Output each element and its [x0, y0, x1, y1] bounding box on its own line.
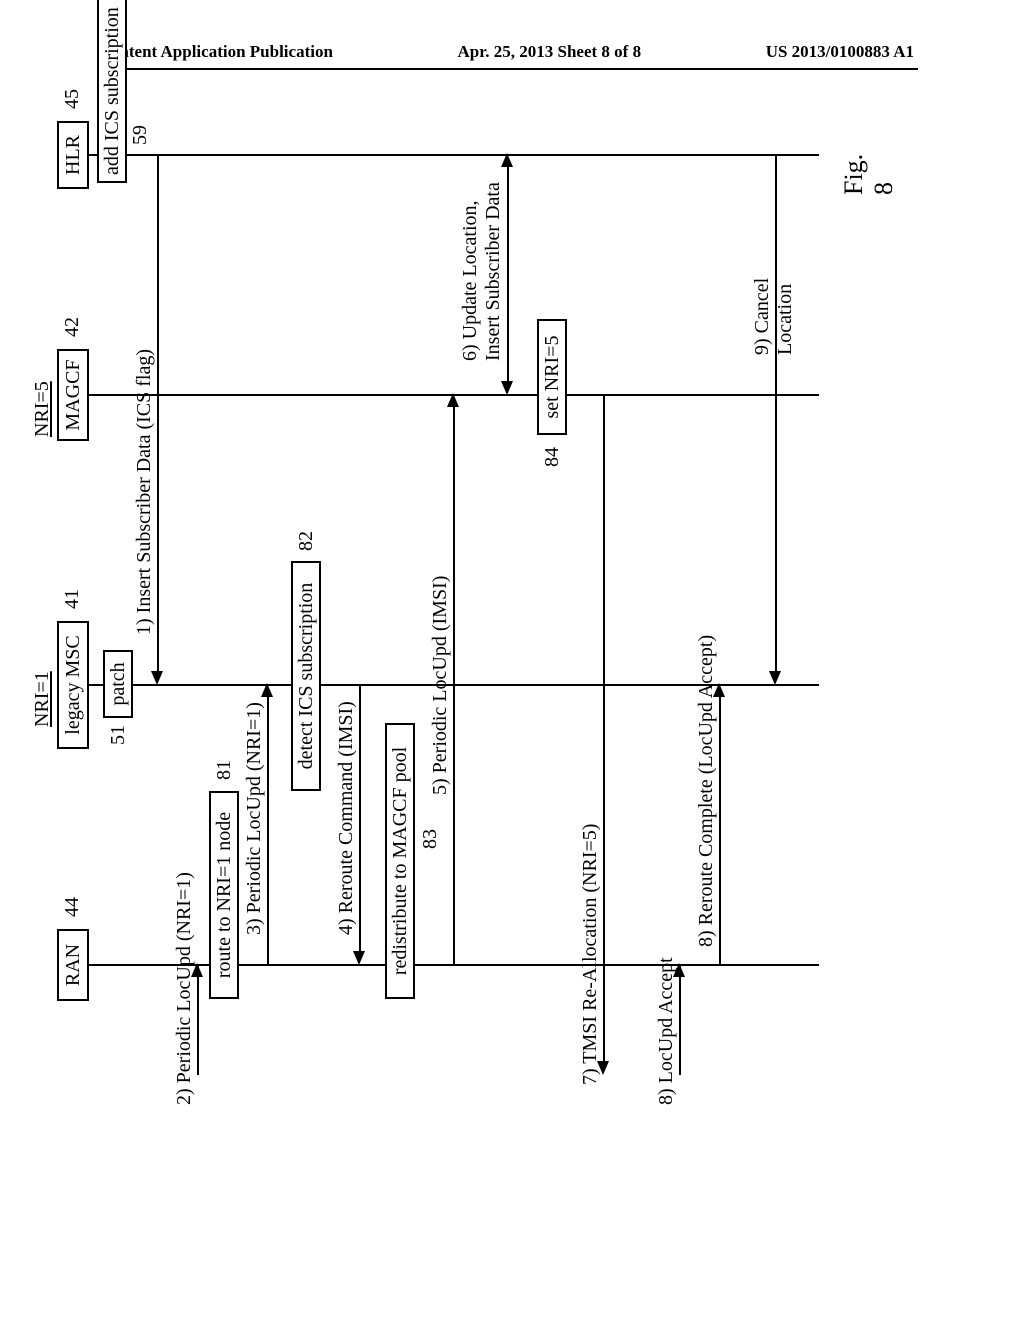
ref-route-nri1: 81 [213, 760, 236, 780]
note-redistribute: redistribute to MAGCF pool [385, 723, 415, 999]
ref-ran: 44 [61, 897, 84, 917]
arrow-m1 [157, 155, 159, 675]
label-m8b: 8) Reroute Complete (LocUpd Accept) [695, 635, 718, 947]
header-left: Patent Application Publication [110, 42, 333, 62]
actor-ran: RAN [57, 929, 89, 1001]
ref-set-nri5: 84 [541, 447, 564, 467]
note-detect-ics: detect ICS subscription [291, 561, 321, 791]
arrow-m9 [775, 155, 777, 675]
ref-redistribute: 83 [419, 829, 442, 849]
arrowhead-m1 [151, 671, 163, 685]
arrowhead-m5 [447, 393, 459, 407]
nri-label-magcf: NRI=5 [31, 381, 54, 437]
arrow-m4 [359, 685, 361, 953]
arrow-m2 [197, 965, 199, 1075]
note-route-nri1: route to NRI=1 node [209, 791, 239, 999]
label-m2: 2) Periodic LocUpd (NRI=1) [173, 872, 196, 1105]
arrowhead-m3 [261, 683, 273, 697]
label-m5: 5) Periodic LocUpd (IMSI) [429, 576, 452, 795]
label-m9: 9) Cancel Location [751, 277, 797, 355]
arrow-m6 [507, 165, 509, 385]
label-m7: 7) TMSI Re-Allocation (NRI=5) [579, 824, 602, 1085]
arrow-m7 [603, 395, 605, 1063]
ref-magcf: 42 [61, 317, 84, 337]
actor-magcf: MAGCF [57, 349, 89, 441]
ref-add-ics: 59 [129, 125, 152, 145]
arrow-m3 [267, 695, 269, 965]
ref-detect-ics: 82 [295, 531, 318, 551]
label-m1: 1) Insert Subscriber Data (ICS flag) [133, 349, 156, 635]
ref-msc: 41 [61, 589, 84, 609]
label-m3: 3) Periodic LocUpd (NRI=1) [243, 702, 266, 935]
note-patch: patch [103, 650, 133, 718]
actor-msc: legacy MSC [57, 621, 89, 749]
note-set-nri5: set NRI=5 [537, 319, 567, 435]
header-rule [108, 68, 918, 70]
arrowhead-m6-r [501, 153, 513, 167]
actor-hlr: HLR [57, 121, 89, 189]
arrow-m8b [719, 695, 721, 965]
header-right: US 2013/0100883 A1 [766, 42, 914, 62]
label-m4: 4) Reroute Command (IMSI) [335, 701, 358, 935]
arrowhead-m6-l [501, 381, 513, 395]
ref-hlr: 45 [61, 89, 84, 109]
label-m8a: 8) LocUpd Accept [655, 957, 678, 1105]
arrowhead-m4 [353, 951, 365, 965]
nri-label-msc: NRI=1 [31, 671, 54, 727]
sequence-diagram: NRI=1 NRI=5 RAN 44 legacy MSC 41 MAGCF 4… [39, 277, 979, 995]
arrowhead-m9 [769, 671, 781, 685]
arrow-m5 [453, 405, 455, 965]
arrow-m8a [679, 965, 681, 1075]
figure-label: Fig. 8 [839, 154, 899, 195]
note-add-ics: add ICS subscription [97, 0, 127, 183]
ref-patch: 51 [107, 725, 130, 745]
label-m6: 6) Update Location, Insert Subscriber Da… [459, 182, 505, 361]
header-center: Apr. 25, 2013 Sheet 8 of 8 [458, 42, 642, 62]
lifeline-hlr [89, 154, 819, 156]
